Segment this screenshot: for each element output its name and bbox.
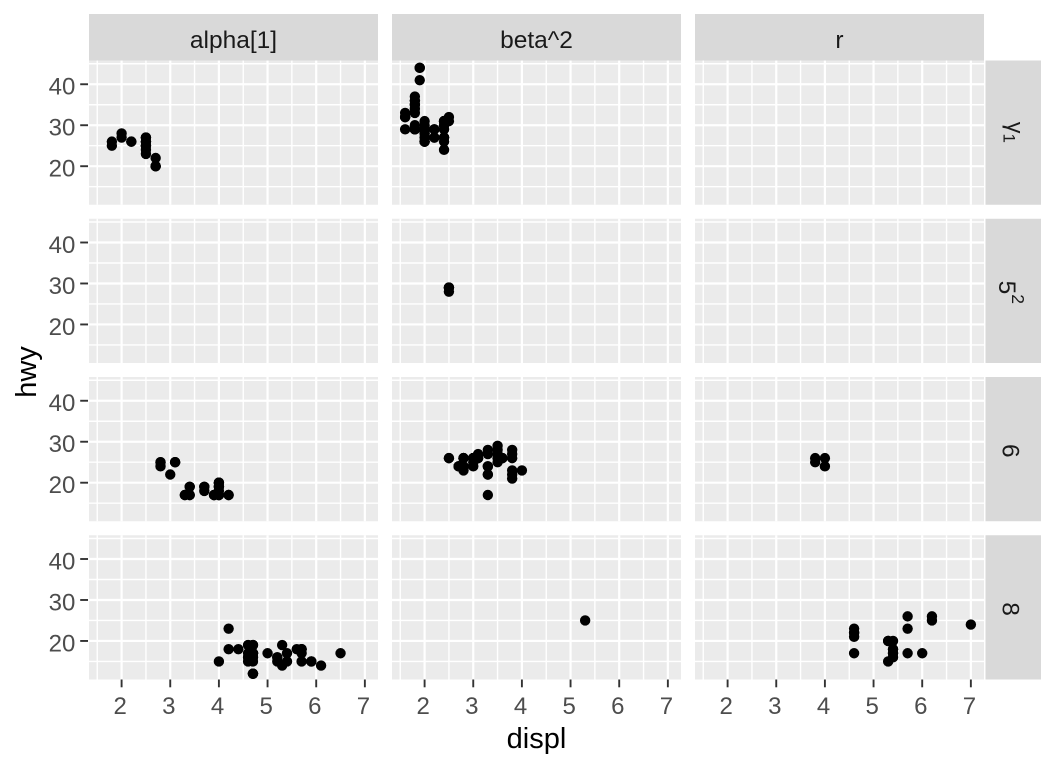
svg-text:2: 2	[720, 693, 733, 720]
svg-text:20: 20	[49, 314, 76, 341]
svg-text:3: 3	[162, 693, 175, 720]
svg-text:alpha[1]: alpha[1]	[190, 27, 277, 54]
svg-text:4: 4	[514, 693, 527, 720]
svg-text:5: 5	[865, 693, 878, 720]
svg-text:2: 2	[114, 693, 127, 720]
svg-text:4: 4	[817, 693, 830, 720]
svg-text:40: 40	[49, 548, 76, 575]
svg-text:4: 4	[211, 693, 224, 720]
svg-text:6: 6	[611, 693, 624, 720]
svg-text:40: 40	[49, 232, 76, 259]
svg-text:20: 20	[49, 472, 76, 499]
svg-text:30: 30	[49, 115, 76, 142]
svg-text:3: 3	[465, 693, 478, 720]
svg-text:hwy: hwy	[11, 346, 43, 398]
svg-text:30: 30	[49, 589, 76, 616]
svg-text:7: 7	[660, 693, 673, 720]
svg-text:20: 20	[49, 630, 76, 657]
svg-text:7: 7	[963, 693, 976, 720]
svg-text:5: 5	[259, 693, 272, 720]
svg-text:3: 3	[768, 693, 781, 720]
svg-text:beta^2: beta^2	[500, 27, 573, 54]
svg-text:30: 30	[49, 273, 76, 300]
svg-text:7: 7	[357, 693, 370, 720]
svg-text:5: 5	[562, 693, 575, 720]
svg-text:6: 6	[308, 693, 321, 720]
svg-text:r: r	[835, 27, 843, 54]
svg-text:displ: displ	[507, 723, 567, 755]
svg-text:2: 2	[417, 693, 430, 720]
svg-text:40: 40	[49, 390, 76, 417]
svg-text:20: 20	[49, 156, 76, 183]
svg-text:6: 6	[997, 444, 1024, 458]
svg-text:40: 40	[49, 74, 76, 101]
svg-text:30: 30	[49, 431, 76, 458]
svg-text:8: 8	[997, 602, 1024, 616]
svg-text:6: 6	[914, 693, 927, 720]
